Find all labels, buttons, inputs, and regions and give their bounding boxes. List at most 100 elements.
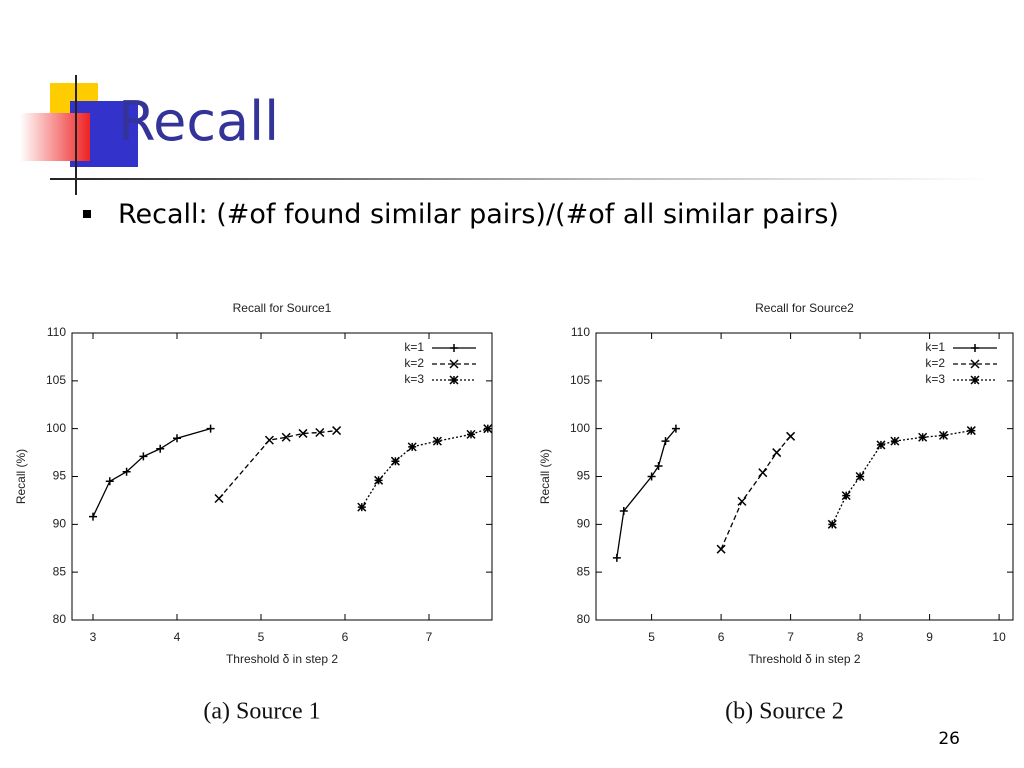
- x-tick-label: 5: [648, 630, 655, 644]
- series-line: [616, 428, 677, 558]
- series-line: [831, 429, 972, 525]
- caption: (a) Source 1: [203, 699, 320, 725]
- point-marker: [315, 427, 325, 438]
- point-marker: [89, 512, 97, 521]
- plot-frame: [595, 332, 1014, 621]
- point-marker: [647, 472, 656, 481]
- point-marker: [407, 442, 417, 452]
- title-rule: [50, 178, 990, 180]
- point-marker: [466, 429, 476, 439]
- x-tick-label: 8: [857, 630, 864, 644]
- y-tick-label: 95: [577, 469, 591, 483]
- point-marker: [938, 430, 949, 440]
- y-tick-label: 100: [46, 421, 66, 435]
- bullet-marker: [83, 210, 91, 218]
- page-number: 26: [938, 729, 960, 749]
- point-marker: [786, 431, 796, 441]
- point-marker: [619, 506, 628, 515]
- point-marker: [483, 424, 493, 434]
- point-marker: [357, 502, 367, 512]
- point-marker: [855, 471, 865, 482]
- point-marker: [827, 519, 837, 529]
- point-marker: [156, 444, 165, 453]
- chart: Recall for Source2 Threshold δ in step 2 R…: [538, 301, 1014, 725]
- legend-marker: [449, 359, 459, 369]
- y-tick-label: 110: [47, 325, 66, 339]
- point-marker: [105, 477, 114, 486]
- y-axis-label: Recall (%): [538, 449, 552, 504]
- point-marker: [374, 475, 384, 485]
- point-marker: [716, 544, 726, 554]
- y-tick-label: 80: [53, 612, 67, 626]
- x-tick-label: 6: [342, 630, 349, 644]
- y-tick-label: 105: [570, 373, 590, 387]
- y-tick-label: 90: [53, 517, 67, 531]
- point-marker: [264, 435, 274, 445]
- legend-label: k=2: [404, 356, 424, 370]
- x-tick-label: 5: [258, 630, 265, 644]
- point-marker: [966, 426, 976, 436]
- series-line: [361, 428, 489, 508]
- series-line: [92, 428, 211, 517]
- point-marker: [671, 424, 680, 433]
- x-axis-label: Threshold δ in step 2: [226, 652, 338, 666]
- logo-decoration: [20, 75, 138, 195]
- x-tick-label: 10: [992, 630, 1006, 644]
- point-marker: [432, 436, 442, 446]
- x-tick-label: 7: [426, 630, 433, 644]
- legend-marker: [450, 344, 458, 352]
- point-marker: [737, 496, 747, 506]
- point-marker: [654, 461, 663, 470]
- legend-marker: [449, 375, 459, 385]
- y-tick-label: 95: [53, 469, 67, 483]
- y-tick-label: 80: [577, 612, 591, 626]
- bullet-text: Recall: (#of found similar pairs)/(#of a…: [118, 199, 839, 230]
- point-marker: [298, 428, 308, 438]
- caption: (b) Source 2: [725, 699, 844, 725]
- legend-label: k=2: [925, 356, 945, 370]
- x-tick-label: 7: [787, 630, 794, 644]
- point-marker: [890, 436, 900, 446]
- legend-marker: [970, 375, 980, 385]
- legend-label: k=3: [925, 372, 945, 386]
- plot-frame: [71, 332, 493, 621]
- point-marker: [139, 452, 148, 461]
- point-marker: [612, 553, 621, 562]
- point-marker: [661, 437, 670, 446]
- x-tick-label: 3: [90, 630, 97, 644]
- point-marker: [214, 493, 224, 504]
- slide-title: Recall: [118, 90, 279, 153]
- y-tick-label: 90: [577, 517, 591, 531]
- legend-marker: [970, 359, 980, 369]
- y-tick-label: 110: [571, 325, 590, 339]
- y-axis-label: Recall (%): [14, 449, 28, 504]
- point-marker: [841, 491, 851, 501]
- y-tick-label: 105: [46, 373, 66, 387]
- x-axis-label: Threshold δ in step 2: [748, 652, 860, 666]
- point-marker: [206, 424, 215, 433]
- chart: Recall for Source1 Threshold δ in step 2 R…: [14, 301, 493, 725]
- point-marker: [173, 434, 181, 443]
- legend-marker: [971, 344, 979, 352]
- point-marker: [918, 432, 928, 442]
- point-marker: [281, 432, 291, 442]
- point-marker: [758, 468, 768, 478]
- chart-title: Recall for Source1: [233, 301, 332, 315]
- y-tick-label: 85: [53, 564, 67, 578]
- point-marker: [772, 448, 782, 458]
- series-line: [720, 435, 792, 550]
- x-tick-label: 9: [926, 630, 933, 644]
- point-marker: [390, 456, 400, 466]
- series-line: [218, 429, 337, 499]
- y-tick-label: 85: [577, 564, 591, 578]
- y-tick-label: 100: [570, 421, 590, 435]
- point-marker: [332, 426, 342, 436]
- legend-label: k=3: [404, 372, 424, 386]
- x-tick-label: 6: [718, 630, 725, 644]
- x-tick-label: 4: [174, 630, 181, 644]
- point-marker: [876, 440, 886, 450]
- legend-label: k=1: [404, 340, 424, 354]
- chart-title: Recall for Source2: [755, 301, 854, 315]
